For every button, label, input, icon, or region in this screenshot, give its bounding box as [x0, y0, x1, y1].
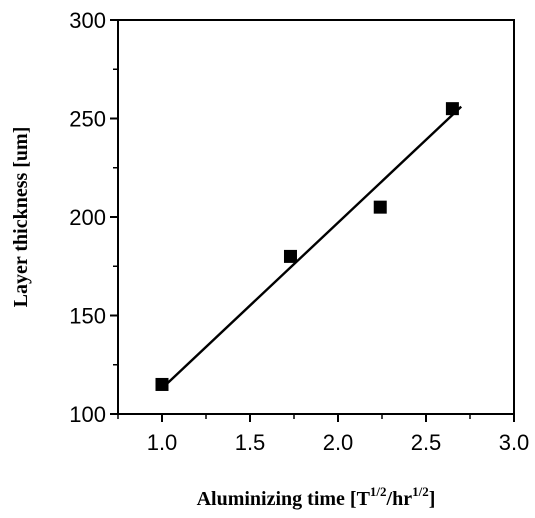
- x-axis-title-sup2: 1/2: [412, 484, 429, 499]
- y-tick-label: 150: [69, 304, 106, 329]
- fit-line: [161, 105, 463, 390]
- y-axis-title: Layer thickness [um]: [10, 127, 32, 308]
- data-points: [155, 102, 459, 391]
- y-tick-label: 300: [69, 8, 106, 33]
- y-tick-label: 100: [69, 402, 106, 427]
- data-point: [445, 102, 459, 116]
- x-axis-title-sup1: 1/2: [370, 484, 387, 499]
- plot-frame: [117, 19, 515, 415]
- x-axis-title-main: Aluminizing time [T: [197, 488, 371, 510]
- x-axis-title-mid: /hr: [386, 488, 413, 510]
- y-tick-label: 250: [69, 107, 106, 132]
- axis-ticks: [110, 19, 515, 422]
- data-point: [373, 200, 387, 214]
- x-tick-label: 1.5: [235, 430, 266, 455]
- tick-labels: 1.0 1.5 2.0 2.5 3.0 100 150 200 250 300: [69, 8, 529, 455]
- x-tick-label: 1.0: [147, 430, 178, 455]
- x-axis-title: Aluminizing time [T1/2/hr1/2]: [197, 484, 436, 510]
- x-tick-label: 3.0: [499, 430, 530, 455]
- x-tick-label: 2.0: [323, 430, 354, 455]
- data-point: [155, 377, 169, 391]
- data-point: [283, 249, 297, 263]
- x-axis-title-end: ]: [429, 488, 436, 510]
- x-tick-label: 2.5: [411, 430, 442, 455]
- y-tick-label: 200: [69, 205, 106, 230]
